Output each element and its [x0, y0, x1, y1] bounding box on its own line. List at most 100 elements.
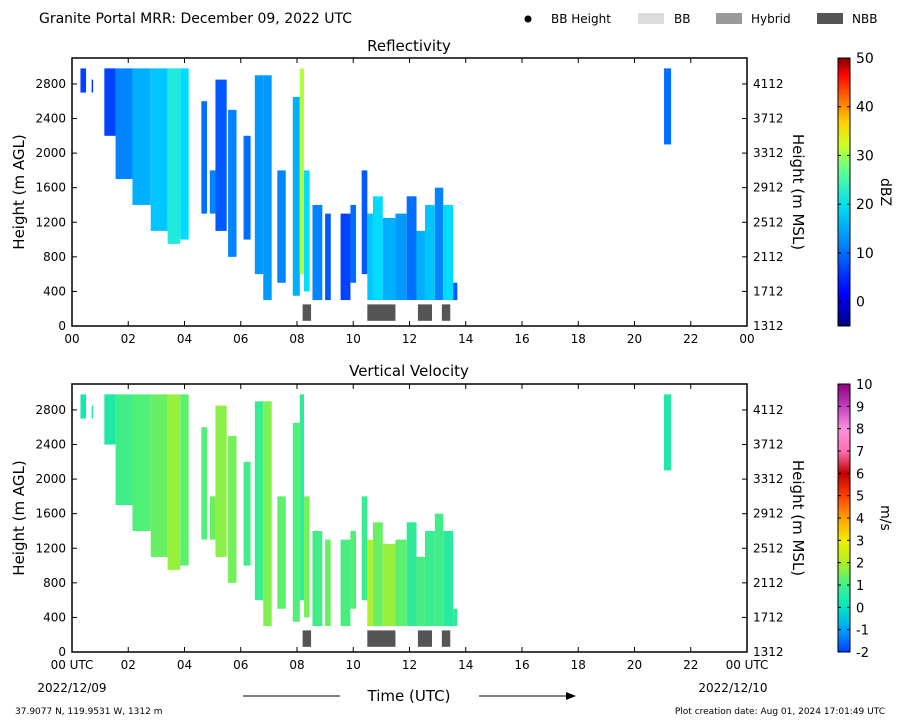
echo-column: [382, 217, 396, 301]
echo-column: [372, 522, 383, 627]
legend-label-hybrid: Hybrid: [751, 12, 791, 26]
colorbar-tick-label: 10: [856, 246, 874, 262]
x-axis-label: Time (UTC): [367, 687, 451, 705]
nbb-indicator-bar: [441, 630, 451, 647]
x-tick-label: 02: [121, 658, 136, 672]
y-tick-label: 2800: [35, 403, 66, 417]
x-tick-label: 10: [346, 332, 361, 346]
echo-column: [453, 282, 458, 301]
echo-column: [434, 513, 444, 627]
echo-column: [382, 543, 396, 627]
x-tick-label: 06: [233, 332, 248, 346]
x-tick-label: 08: [289, 658, 304, 672]
echo-column: [434, 187, 444, 301]
echo-column: [91, 79, 94, 93]
x-tick-label: 22: [683, 332, 698, 346]
y-tick-label: 800: [43, 576, 66, 590]
echo-column: [115, 68, 133, 180]
nbb-indicator-bar: [302, 304, 312, 321]
x-tick-label: 02: [121, 332, 136, 346]
x-tick-label: 00 UTC: [51, 658, 94, 672]
echo-column: [263, 401, 272, 627]
y-tick-label: 1200: [35, 541, 66, 555]
colorbar-tick-label: 40: [856, 100, 874, 116]
top-panel-title: Reflectivity: [367, 37, 451, 55]
x-tick-label: 18: [571, 658, 586, 672]
nbb-indicator-bar: [367, 304, 396, 321]
x-tick-label: 22: [683, 658, 698, 672]
reflectivity-panel: 00 02 04 06 08 10 12 14 16 18 20 22 0004008001200160…: [35, 57, 784, 346]
echo-column: [664, 394, 672, 471]
y-tick-label: 1600: [35, 181, 66, 195]
y-tick-label-right: 2512: [753, 215, 784, 229]
echo-column: [416, 556, 425, 627]
y-tick-label: 1200: [35, 215, 66, 229]
y-tick-label: 400: [43, 284, 66, 298]
echo-column: [132, 394, 151, 531]
bottom-right-ylabel: Height (m MSL): [789, 460, 807, 576]
echo-column: [443, 530, 454, 627]
echo-column: [104, 394, 116, 445]
echo-column: [416, 230, 425, 301]
hybrid-legend-swatch: [716, 13, 742, 24]
echo-column: [664, 68, 672, 145]
x-tick-label: 04: [177, 658, 192, 672]
nbb-indicator-bar: [417, 304, 432, 321]
x-tick-label: 20: [627, 658, 642, 672]
colorbar-tick-label: -2: [856, 646, 869, 661]
echo-column: [228, 109, 237, 257]
echo-column: [243, 135, 251, 240]
echo-column: [263, 75, 272, 301]
colorbar-tick-label: 5: [856, 490, 864, 505]
echo-column: [406, 522, 417, 627]
legend-label-nbb: NBB: [852, 12, 877, 26]
echo-column: [201, 101, 207, 214]
y-tick-label: 0: [58, 319, 66, 333]
nbb-indicator-bar: [441, 304, 451, 321]
echo-column: [209, 496, 216, 540]
y-tick-label-right: 1712: [753, 284, 784, 298]
nbb-legend-swatch: [817, 13, 843, 24]
y-tick-label-right: 3312: [753, 472, 784, 486]
echo-column: [361, 496, 368, 601]
colorbar-tick-label: 6: [856, 467, 864, 482]
echo-column: [453, 608, 458, 627]
colorbar-tick-label: 20: [856, 197, 874, 213]
echo-column: [132, 68, 151, 205]
x-tick-label: 00: [64, 332, 79, 346]
echo-column: [325, 213, 331, 301]
dbz-colorbar-ticks: 0 10 20 30 40 50: [838, 51, 874, 311]
y-tick-label-right: 3712: [753, 438, 784, 452]
end-date: 2022/12/10: [698, 681, 767, 695]
colorbar-tick-label: 9: [856, 400, 864, 415]
y-tick-label-right: 2512: [753, 541, 784, 555]
start-date: 2022/12/09: [37, 681, 106, 695]
echo-column: [167, 394, 181, 570]
nbb-indicator-bar: [417, 630, 432, 647]
echo-column: [180, 394, 189, 566]
y-tick-label: 2000: [35, 146, 66, 160]
y-tick-label: 800: [43, 250, 66, 264]
x-tick-label: 14: [458, 658, 473, 672]
legend: BB Height BB Hybrid NBB: [524, 12, 877, 26]
echo-column: [312, 530, 323, 627]
x-tick-label: 00: [739, 332, 754, 346]
echo-column: [367, 539, 373, 627]
echo-column: [215, 405, 227, 557]
echo-column: [395, 213, 407, 301]
echo-column: [424, 204, 435, 301]
vertical-velocity-panel: 00 UTC 02 04 06 08 10 12 14 16 18 20 22 00 UTC040080…: [35, 383, 784, 672]
colorbar-tick-label: 8: [856, 423, 864, 438]
time-arrow-head: [566, 692, 576, 700]
y-tick-label: 0: [58, 645, 66, 659]
station-location: 37.9077 N, 119.9531 W, 1312 m: [15, 707, 163, 717]
echo-column: [80, 394, 87, 419]
legend-label-bb-height: BB Height: [551, 12, 611, 26]
echo-column: [350, 530, 357, 609]
legend-label-bb: BB: [674, 12, 690, 26]
x-tick-label: 16: [514, 658, 529, 672]
echo-column: [292, 422, 300, 622]
echo-column: [325, 539, 331, 627]
echo-column: [254, 401, 264, 601]
colorbar-tick-label: 10: [856, 378, 873, 393]
